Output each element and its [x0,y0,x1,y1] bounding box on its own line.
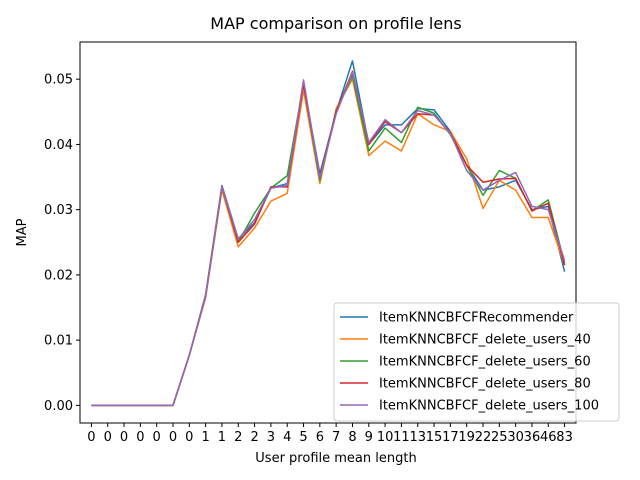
x-tick-label: 25 [491,430,508,445]
x-tick-label: 83 [556,430,573,445]
y-tick-label: 0.03 [44,203,73,218]
x-tick-label: 7 [332,430,340,445]
plot-frame [79,41,577,424]
x-tick-label: 11 [393,430,410,445]
x-tick-label: 3 [267,430,275,445]
x-axis: 0 0 0 0 0 0 0 1 1 2 2 3 4 5 6 7 8 9 10 11 13 15 17 19 22 25 30 36 46… [87,423,573,445]
y-tick-label: 0.01 [44,334,73,349]
x-tick-label: 6 [316,430,324,445]
x-tick-label: 0 [185,430,193,445]
y-tick-label: 0.04 [44,138,73,153]
x-tick-label: 0 [104,430,112,445]
y-tick-label: 0.05 [44,73,73,88]
x-tick-label: 19 [458,430,475,445]
x-tick-label: 9 [365,430,373,445]
y-axis: 0.00 0.01 0.02 0.03 0.04 0.05 [44,73,80,414]
x-tick-label: 0 [153,430,161,445]
x-tick-label: 8 [348,430,356,445]
legend: ItemKNNCBFCFRecommender ItemKNNCBFCF_dele… [333,302,620,422]
series-lines [91,60,566,407]
x-tick-label: 36 [524,430,541,445]
x-tick-label: 1 [201,430,209,445]
x-tick-label: 46 [540,430,557,445]
legend-label: ItemKNNCBFCF_delete_users_40 [379,333,591,348]
x-tick-label: 30 [507,430,524,445]
x-tick-label: 13 [409,430,426,445]
x-tick-label: 17 [442,430,459,445]
legend-label: ItemKNNCBFCFRecommender [379,311,574,326]
x-tick-label: 5 [299,430,307,445]
legend-label: ItemKNNCBFCF_delete_users_60 [379,355,591,370]
legend-label: ItemKNNCBFCF_delete_users_80 [379,377,591,392]
x-tick-label: 2 [234,430,242,445]
y-tick-label: 0.00 [44,399,73,414]
chart-title: MAP comparison on profile lens [210,14,461,33]
legend-box [333,302,620,422]
x-tick-label: 1 [218,430,226,445]
y-axis-label: MAP [15,218,30,246]
y-tick-label: 0.02 [44,268,73,283]
x-tick-label: 0 [120,430,128,445]
x-tick-label: 2 [250,430,258,445]
x-tick-label: 0 [87,430,95,445]
x-tick-label: 4 [283,430,291,445]
series-line-5 [91,71,566,407]
legend-label: ItemKNNCBFCF_delete_users_100 [379,399,599,414]
x-tick-label: 10 [377,430,394,445]
x-axis-label: User profile mean length [255,451,416,466]
x-tick-label: 0 [169,430,177,445]
x-tick-label: 15 [426,430,443,445]
x-tick-label: 22 [475,430,492,445]
x-tick-label: 0 [136,430,144,445]
